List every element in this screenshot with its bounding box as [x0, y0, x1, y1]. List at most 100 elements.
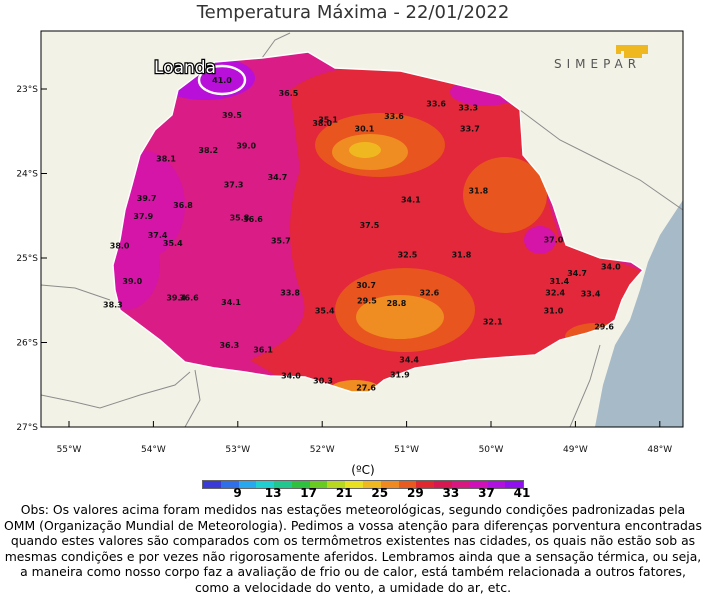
station-value: 35.4 [315, 306, 335, 315]
station-value: 32.1 [483, 317, 503, 326]
station-value: 30.1 [355, 125, 375, 134]
colorbar-segment [416, 481, 435, 488]
lon-label: 54°W [141, 445, 166, 455]
colorbar-tick-label: 37 [478, 486, 495, 500]
svg-text:SIMEPAR: SIMEPAR [554, 57, 641, 71]
colorbar-segment [451, 481, 470, 488]
map-title: Temperatura Máxima - 22/01/2022 [196, 2, 510, 23]
colorbar-segment [256, 481, 275, 488]
lon-label: 48°W [647, 445, 672, 455]
station-value: 34.4 [399, 355, 419, 364]
colorbar-segment [203, 481, 221, 488]
station-value: 38.2 [198, 146, 218, 155]
station-value: 39.0 [236, 142, 256, 151]
lat-label: 25°S [16, 254, 38, 264]
map-area: 36.539.538.035.130.133.633.6 33.333.738.1… [41, 31, 683, 427]
colorbar-ticks: 9 13 17 21 25 29 33 37 41 [202, 486, 530, 502]
station-value: 30.7 [356, 281, 376, 290]
highlight-city-label: Loanda [154, 58, 216, 78]
station-value: 35.7 [271, 236, 291, 245]
station-value: 32.5 [398, 251, 418, 260]
highlight-value: 41.0 [212, 76, 232, 85]
station-value: 36.6 [243, 215, 263, 224]
temperature-field [113, 52, 643, 392]
colorbar-tick-label: 41 [513, 486, 531, 500]
lon-label: 53°W [225, 445, 250, 455]
station-value: 32.4 [545, 289, 565, 298]
station-value: 31.9 [390, 371, 410, 380]
station-value: 34.0 [601, 262, 621, 271]
station-value: 35.1 [318, 115, 338, 124]
lat-label: 26°S [16, 339, 38, 349]
station-value: 33.7 [460, 125, 480, 134]
station-value: 33.6 [426, 99, 446, 108]
station-value: 34.0 [281, 371, 301, 380]
colorbar-segment [398, 481, 417, 488]
station-value: 35.4 [163, 239, 183, 248]
station-value: 37.0 [544, 235, 564, 244]
station-value: 38.0 [312, 119, 332, 128]
station-value: 37.5 [360, 221, 380, 230]
lon-label: 49°W [563, 445, 588, 455]
parana-state-outline [112, 51, 645, 393]
colorbar-tick-label: 17 [300, 486, 318, 500]
colorbar-segment [274, 481, 292, 488]
station-value: 37.4 [148, 231, 168, 240]
colorbar-unit: (ºC) [351, 463, 375, 477]
neighbor-border-sc [184, 344, 601, 427]
station-value: 32.6 [420, 289, 440, 298]
temperature-map: 36.539.538.035.130.133.633.6 33.333.738.1… [16, 30, 684, 455]
station-value: 31.4 [549, 277, 569, 286]
neighbor-border-sp [261, 32, 683, 211]
station-value: 30.3 [313, 377, 333, 386]
colorbar-segment [291, 481, 310, 488]
station-value: 31.0 [544, 306, 564, 315]
station-value: 38.1 [156, 154, 176, 163]
station-value: 33.8 [280, 289, 300, 298]
station-value: 39.7 [137, 194, 157, 203]
station-value: 37.3 [224, 180, 244, 189]
colorbar-segment [363, 481, 381, 488]
station-value: 34.1 [221, 298, 241, 307]
station-value: 34.7 [268, 173, 288, 182]
colorbar-segment [238, 481, 257, 488]
colorbar-segment [434, 481, 452, 488]
lon-label: 50°W [479, 445, 504, 455]
station-value: 37.9 [133, 212, 153, 221]
colorbar-tick-label: 13 [264, 486, 282, 500]
lon-label: 51°W [394, 445, 419, 455]
station-value: 36.5 [279, 89, 299, 98]
station-value: 36.8 [173, 201, 193, 210]
colorbar-segment [469, 481, 488, 488]
colorbar-segment [327, 481, 346, 488]
neighbor-border-paraguay [41, 284, 191, 409]
station-value: 35.8 [230, 213, 250, 222]
colorbar [202, 480, 524, 489]
station-value: 31.8 [468, 186, 488, 195]
colorbar-tick-label: 25 [371, 486, 389, 500]
station-value: 39.5 [222, 111, 242, 120]
map-frame [40, 30, 684, 428]
station-value: 28.8 [387, 299, 407, 308]
lat-label: 24°S [16, 170, 38, 180]
colorbar-segment [220, 481, 239, 488]
colorbar-segment [505, 481, 524, 488]
station-value: 33.3 [458, 104, 478, 113]
colorbar-tick-label: 29 [406, 486, 424, 500]
colorbar-segment [380, 481, 399, 488]
station-value: 31.8 [452, 251, 472, 260]
colorbar-tick-label: 21 [335, 486, 353, 500]
station-value: 39.4 [166, 294, 186, 303]
map-axes: 23°S 24°S 25°S 26°S 27°S 55°W 54°W 53°W 52°W 51°W… [16, 85, 672, 455]
colorbar-segment [309, 481, 328, 488]
station-value: 33.4 [581, 289, 601, 298]
station-value: 36.1 [253, 345, 273, 354]
station-value: 29.5 [357, 296, 377, 305]
station-value: 36.3 [219, 341, 239, 350]
lat-label: 23°S [16, 85, 38, 95]
simepar-logo: SIMEPAR [552, 42, 672, 72]
station-value: 34.7 [567, 269, 587, 278]
ocean [595, 200, 683, 427]
station-values: 36.539.538.035.130.133.633.6 33.333.738.1… [103, 89, 621, 392]
disclaimer-note: Obs: Os valores acima foram medidos nas … [4, 502, 702, 595]
